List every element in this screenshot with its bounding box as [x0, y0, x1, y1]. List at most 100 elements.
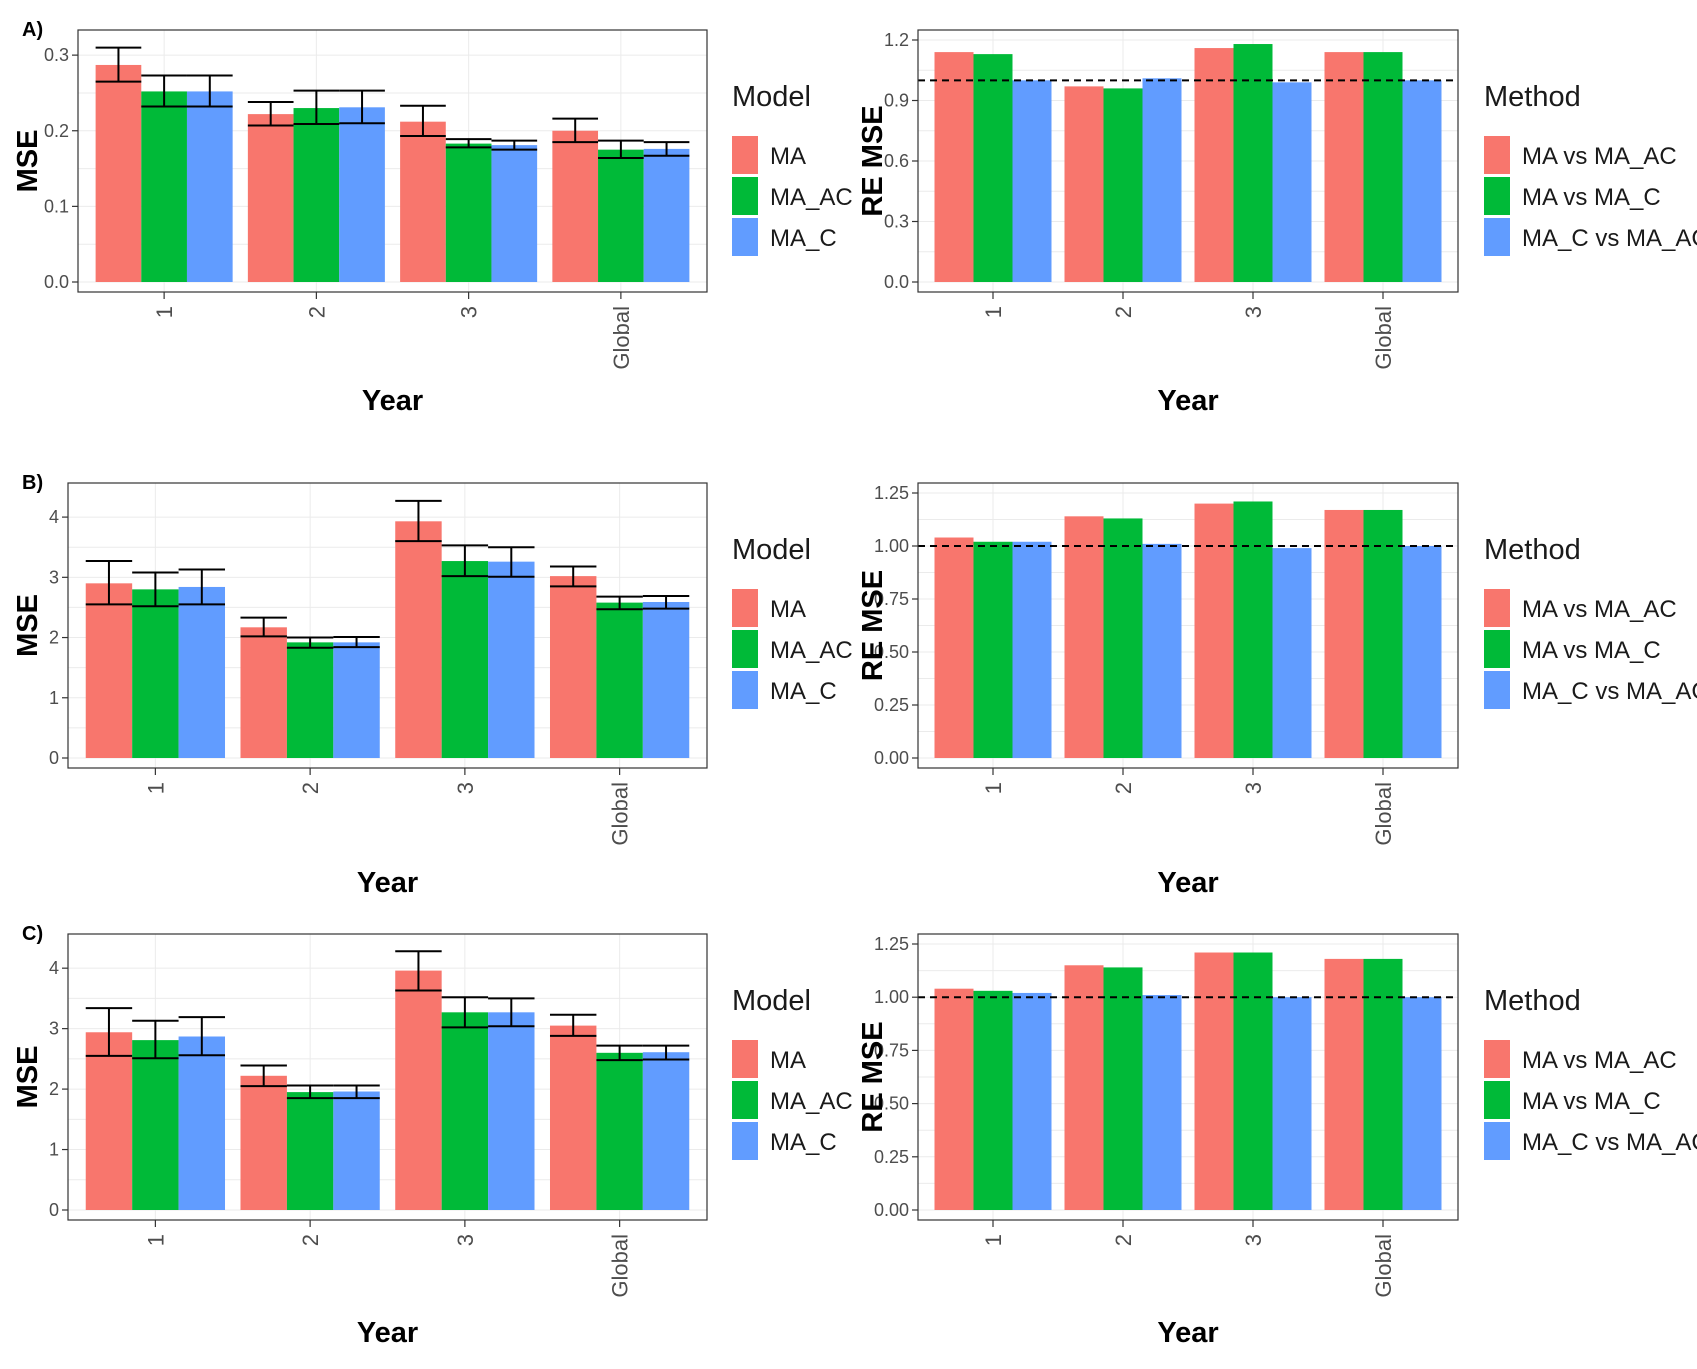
bar-MA_C-1	[186, 91, 233, 282]
x-tick-label: Global	[608, 782, 633, 846]
right-panel-row-2: 0.00 0.25 0.50 0.75 1.00 1.25 1 2 3 Global Year RE …	[857, 482, 1697, 899]
y-tick-label: 0	[49, 748, 59, 768]
left-panel-row-2: 0 1 2 3 4 1 2 3 Global Year MSE Model MA MA_AC MA_C	[12, 482, 853, 899]
legend-key-MA vs MA_C	[1484, 177, 1510, 215]
bar-MA_AC-2	[286, 642, 334, 758]
y-tick-label: 1.25	[874, 483, 909, 503]
bar-MA-3	[400, 121, 446, 282]
bar-MA vs MA_C-3	[1233, 44, 1273, 283]
x-tick-label: Global	[1371, 1234, 1396, 1298]
legend-label: MA_C vs MA_AC	[1522, 678, 1697, 705]
legend-title: Model	[732, 985, 811, 1017]
x-tick-label: 2	[298, 782, 323, 794]
bar-MA_C-1	[178, 1036, 226, 1210]
panel-border	[77, 29, 708, 293]
bar-MA_C vs MA_AC-Global	[1402, 546, 1442, 758]
y-tick-label: 0.6	[884, 151, 909, 171]
y-tick-label: 1	[49, 1140, 59, 1160]
y-tick-label: 0.3	[884, 212, 909, 232]
legend-label: MA vs MA_AC	[1522, 596, 1677, 623]
bar-MA_AC-1	[132, 1040, 179, 1210]
y-tick-label: 0.00	[874, 1200, 909, 1220]
bar-MA_C-Global	[643, 148, 690, 282]
bar-MA_AC-2	[286, 1092, 334, 1210]
legend-key-MA vs MA_C	[1484, 630, 1510, 668]
x-tick-label: 1	[981, 1234, 1006, 1246]
x-tick-label: Global	[1371, 306, 1396, 370]
x-tick-label: 3	[457, 306, 482, 318]
legend-label: MA vs MA_AC	[1522, 143, 1677, 170]
y-tick-label: 1.00	[874, 987, 909, 1007]
bar-MA_AC-3	[441, 1012, 489, 1210]
bar-MA vs MA_AC-2	[1064, 516, 1104, 758]
y-tick-label: 0.9	[884, 91, 909, 111]
y-tick-label: 2	[49, 628, 59, 648]
legend-key-MA_C vs MA_AC	[1484, 218, 1510, 256]
legend-label: MA_C	[770, 678, 837, 705]
y-tick-label: 1	[49, 688, 59, 708]
bar-MA vs MA_AC-Global	[1324, 52, 1364, 282]
legend-key-MA vs MA_AC	[1484, 1040, 1510, 1078]
y-tick-label: 0.1	[44, 196, 69, 216]
y-tick-label: 1.25	[874, 934, 909, 954]
bar-MA_C-2	[333, 1091, 380, 1210]
left-panel-row-1: 0.0 0.1 0.2 0.3 1 2 3 Global Year MSE Model MA MA_AC…	[12, 29, 853, 417]
y-tick-label: 0.50	[874, 1094, 909, 1114]
bar-MA-2	[247, 114, 294, 282]
bar-MA-1	[85, 1032, 133, 1210]
legend-label: MA vs MA_C	[1522, 637, 1661, 664]
bar-MA_AC-1	[132, 589, 179, 758]
y-tick-label: 3	[49, 567, 59, 587]
x-tick-label: 3	[453, 782, 478, 794]
bar-MA vs MA_C-2	[1103, 518, 1143, 758]
bar-MA_C vs MA_AC-3	[1272, 997, 1312, 1210]
x-tick-label: 2	[1111, 306, 1136, 318]
panel-border	[917, 933, 1459, 1221]
bar-MA vs MA_AC-Global	[1324, 509, 1364, 758]
bar-MA_C-Global	[642, 1052, 690, 1210]
legend-key-MA	[732, 1040, 758, 1078]
x-tick-label: 3	[1241, 782, 1266, 794]
x-tick-label: Global	[1371, 782, 1396, 846]
x-tick-label: 1	[143, 782, 168, 794]
bar-MA vs MA_AC-1	[934, 537, 974, 758]
legend-label: MA_AC	[770, 637, 853, 664]
legend-title: Model	[732, 534, 811, 566]
bar-MA vs MA_C-Global	[1363, 52, 1403, 282]
y-tick-label: 0.25	[874, 1147, 909, 1167]
x-tick-label: 1	[152, 306, 177, 318]
bar-MA-1	[85, 583, 133, 758]
bar-MA_C vs MA_AC-Global	[1402, 80, 1442, 282]
y-tick-label: 0.50	[874, 642, 909, 662]
y-tick-label: 0.0	[44, 272, 69, 292]
x-tick-label: 1	[981, 306, 1006, 318]
bar-MA vs MA_AC-Global	[1324, 958, 1364, 1210]
bar-MA-2	[240, 627, 287, 758]
bar-MA-Global	[552, 130, 599, 282]
bar-MA_C vs MA_AC-2	[1142, 543, 1182, 758]
bar-MA vs MA_C-2	[1103, 88, 1143, 283]
legend-label: MA_AC	[770, 1088, 853, 1115]
panel-border	[67, 482, 708, 769]
y-tick-label: 0.0	[884, 272, 909, 292]
bar-MA-3	[395, 521, 442, 758]
panel-border	[917, 482, 1459, 769]
legend-label: MA	[770, 596, 806, 623]
bar-MA_C vs MA_AC-1	[1012, 80, 1052, 282]
bar-MA vs MA_AC-3	[1194, 503, 1234, 758]
panel-letter: B)	[22, 472, 43, 494]
bar-MA vs MA_C-3	[1233, 501, 1273, 758]
bar-MA_C-2	[333, 642, 380, 758]
x-tick-label: Global	[609, 306, 634, 370]
y-tick-label: 1.2	[884, 30, 909, 50]
x-tick-label: 1	[981, 782, 1006, 794]
bar-MA vs MA_C-1	[973, 541, 1013, 758]
legend-label: MA vs MA_C	[1522, 1088, 1661, 1115]
legend-label: MA_C	[770, 225, 837, 252]
bar-MA vs MA_AC-1	[934, 52, 974, 282]
x-tick-label: 3	[1241, 306, 1266, 318]
right-panel-row-1: 0.0 0.3 0.6 0.9 1.2 1 2 3 Global Year RE MSE Method…	[857, 29, 1697, 417]
legend-key-MA_C	[732, 671, 758, 709]
y-tick-label: 1.00	[874, 536, 909, 556]
y-axis-title: RE MSE	[857, 1021, 889, 1132]
